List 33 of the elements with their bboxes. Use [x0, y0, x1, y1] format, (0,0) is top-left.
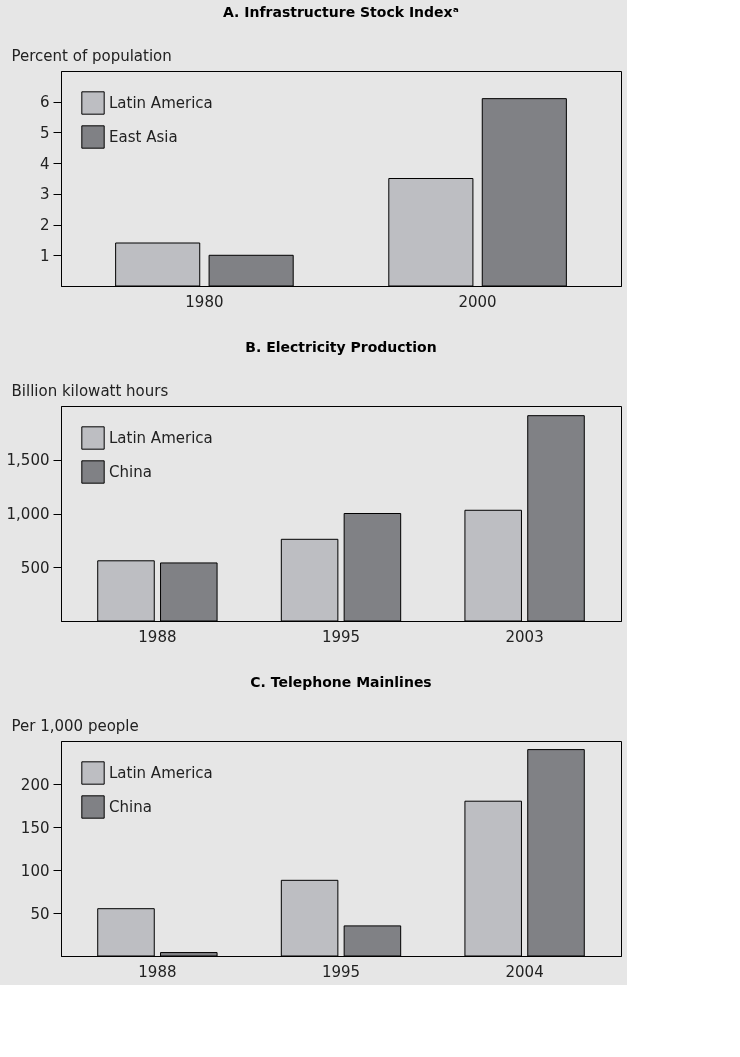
- y-tick-label: 1,000: [6, 505, 50, 523]
- y-axis-title: Billion kilowatt hours: [11, 381, 169, 400]
- y-tick-label: 5: [39, 123, 50, 142]
- legend-label: Latin America: [109, 94, 213, 112]
- chart-title: A. Infrastructure Stock Indexᵃ: [222, 4, 460, 20]
- x-tick-label: 1988: [138, 627, 177, 646]
- y-tick-label: 4: [39, 154, 50, 173]
- y-tick-label: 100: [20, 861, 50, 880]
- y-tick-label: 200: [20, 775, 50, 794]
- legend-label: China: [109, 463, 152, 481]
- x-tick-label: 2004: [505, 962, 544, 981]
- y-tick-label: 150: [20, 818, 50, 837]
- y-tick-label: 3: [39, 185, 50, 204]
- legend-label: China: [109, 798, 152, 816]
- y-tick-label: 6: [39, 93, 50, 112]
- x-tick-label: 2000: [458, 292, 497, 311]
- x-tick-label: 2003: [505, 627, 544, 646]
- x-tick-label: 1980: [185, 292, 224, 311]
- y-tick-label: 1: [39, 246, 50, 265]
- x-tick-label: 1995: [321, 962, 361, 981]
- legend-label: East Asia: [109, 128, 178, 146]
- x-tick-label: 1988: [138, 962, 177, 981]
- chart-title: C. Telephone Mainlines: [250, 674, 432, 690]
- legend-label: Latin America: [109, 429, 213, 447]
- y-axis-title: Per 1,000 people: [11, 716, 139, 735]
- y-tick-label: 500: [20, 558, 50, 577]
- x-tick-label: 1995: [321, 627, 361, 646]
- y-tick-label: 2: [39, 216, 50, 235]
- chart-title: B. Electricity Production: [245, 339, 437, 355]
- y-tick-label: 1,500: [6, 451, 50, 470]
- y-tick-label: 50: [30, 904, 50, 923]
- legend-label: Latin America: [109, 764, 213, 782]
- y-axis-title: Percent of population: [11, 46, 172, 65]
